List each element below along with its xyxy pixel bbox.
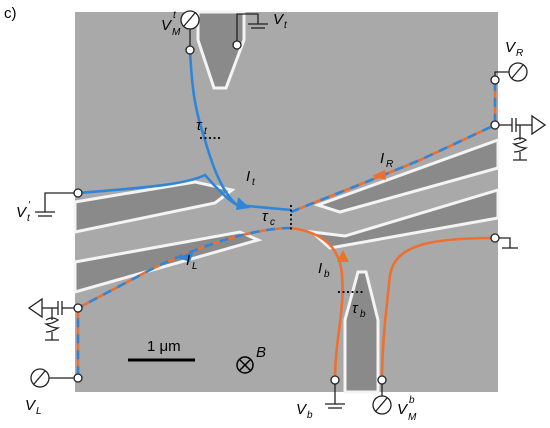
label-sub: R — [386, 159, 393, 170]
label-sub: L — [36, 406, 42, 417]
label-sub: b — [360, 309, 366, 320]
label-sub: b — [324, 269, 330, 280]
label-sub: M — [408, 412, 417, 423]
label-sup: b — [409, 395, 415, 406]
label-base: I — [246, 168, 250, 185]
label-sub: c — [270, 217, 275, 228]
scale-bar-label: 1 μm — [147, 338, 181, 355]
panel-label: c) — [4, 5, 17, 22]
label-base: I — [186, 252, 190, 269]
label-sub: L — [192, 261, 198, 272]
label-sub: b — [307, 410, 313, 421]
label-sub: t — [27, 213, 31, 224]
label-base: I — [380, 150, 384, 167]
label-sup: ′ — [28, 200, 31, 211]
label-sub: R — [516, 48, 523, 59]
label-sub: M — [172, 27, 181, 38]
figure: c) 1 μm B V M t V t V R τ t I t I R τ c … — [0, 0, 550, 428]
field-label: B — [256, 344, 266, 361]
label-base: I — [318, 260, 322, 277]
